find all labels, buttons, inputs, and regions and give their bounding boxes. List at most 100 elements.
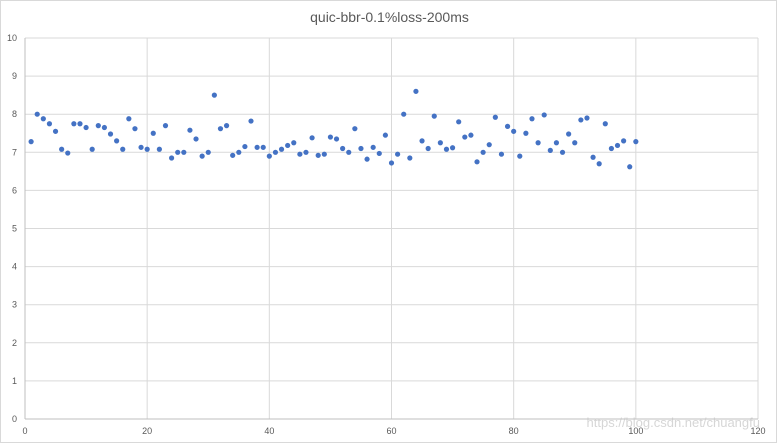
- data-point: [101, 124, 108, 131]
- data-point: [566, 131, 572, 137]
- data-point: [126, 116, 132, 122]
- data-point: [285, 142, 291, 149]
- data-point: [608, 145, 615, 152]
- data-point: [449, 145, 456, 151]
- data-point: [181, 149, 187, 155]
- x-tick-label: 120: [750, 426, 765, 436]
- data-point: [297, 151, 303, 157]
- data-point: [150, 130, 156, 136]
- data-point: [120, 146, 126, 152]
- data-point: [474, 159, 480, 165]
- data-point: [572, 140, 578, 146]
- y-tick-label: 1: [12, 376, 17, 386]
- data-point: [46, 121, 53, 127]
- y-tick-label: 5: [12, 224, 17, 234]
- data-point: [28, 139, 34, 145]
- data-point: [59, 146, 65, 152]
- y-tick-label: 9: [12, 71, 17, 81]
- data-point: [291, 140, 297, 146]
- y-tick-label: 2: [12, 338, 17, 348]
- data-point: [169, 155, 175, 161]
- data-point: [364, 156, 370, 162]
- data-point: [107, 131, 114, 137]
- data-point: [584, 115, 590, 121]
- data-point: [260, 144, 266, 150]
- data-point: [486, 142, 492, 148]
- data-point: [217, 126, 224, 132]
- data-point: [242, 143, 248, 150]
- chart-title: quic-bbr-0.1%loss-200ms: [310, 9, 469, 25]
- data-point: [627, 164, 633, 170]
- data-point: [547, 147, 553, 153]
- data-point: [553, 140, 560, 146]
- data-point: [370, 144, 376, 150]
- data-point: [541, 112, 547, 118]
- data-point: [254, 144, 260, 150]
- data-point: [132, 126, 138, 132]
- x-tick-label: 60: [386, 426, 396, 436]
- data-point: [266, 153, 272, 159]
- data-point: [77, 121, 83, 127]
- data-point: [333, 136, 340, 142]
- data-point: [633, 139, 639, 145]
- y-tick-label: 0: [12, 414, 17, 424]
- data-point: [346, 149, 352, 155]
- data-point: [248, 118, 254, 124]
- data-point: [95, 123, 101, 129]
- data-point: [535, 140, 541, 146]
- data-point: [376, 150, 382, 157]
- data-point: [395, 151, 401, 157]
- data-point: [578, 117, 584, 123]
- data-point: [456, 119, 462, 125]
- data-point: [278, 146, 285, 152]
- data-point: [223, 123, 230, 129]
- data-point: [590, 154, 596, 160]
- watermark: https://blog.csdn.net/chuangfu: [586, 415, 760, 430]
- data-point: [199, 153, 205, 159]
- x-tick-label: 80: [509, 426, 519, 436]
- data-point: [309, 135, 315, 141]
- y-tick-label: 3: [12, 300, 17, 310]
- data-point: [443, 146, 450, 152]
- data-point: [340, 145, 346, 152]
- data-point: [321, 151, 327, 157]
- data-point: [614, 142, 621, 149]
- x-tick-label: 0: [22, 426, 27, 436]
- data-point: [401, 111, 407, 117]
- data-point: [34, 111, 40, 117]
- x-tick-label: 20: [142, 426, 152, 436]
- data-point: [529, 116, 535, 122]
- data-point: [162, 123, 169, 129]
- data-point: [272, 149, 279, 155]
- y-tick-label: 8: [12, 109, 17, 119]
- data-point: [511, 128, 517, 134]
- data-point: [480, 149, 486, 155]
- data-point: [388, 160, 395, 166]
- data-point: [327, 134, 334, 140]
- data-point: [211, 92, 217, 98]
- data-point: [437, 140, 443, 146]
- data-point: [413, 88, 419, 94]
- data-point: [596, 161, 602, 167]
- data-point: [352, 126, 358, 132]
- data-point: [419, 138, 425, 144]
- data-point: [382, 132, 388, 138]
- data-point: [462, 134, 468, 140]
- data-point: [504, 123, 511, 129]
- data-point: [230, 152, 236, 158]
- data-point: [602, 121, 608, 127]
- y-tick-label: 10: [7, 33, 17, 43]
- data-point: [89, 146, 95, 152]
- data-point: [517, 153, 523, 159]
- data-point: [407, 155, 413, 161]
- data-point: [187, 127, 193, 133]
- data-point: [523, 130, 529, 136]
- data-point: [621, 138, 627, 144]
- data-point: [175, 149, 181, 155]
- data-point: [138, 144, 144, 150]
- x-tick-label: 100: [628, 426, 643, 436]
- data-point: [358, 145, 364, 152]
- data-point: [498, 151, 505, 157]
